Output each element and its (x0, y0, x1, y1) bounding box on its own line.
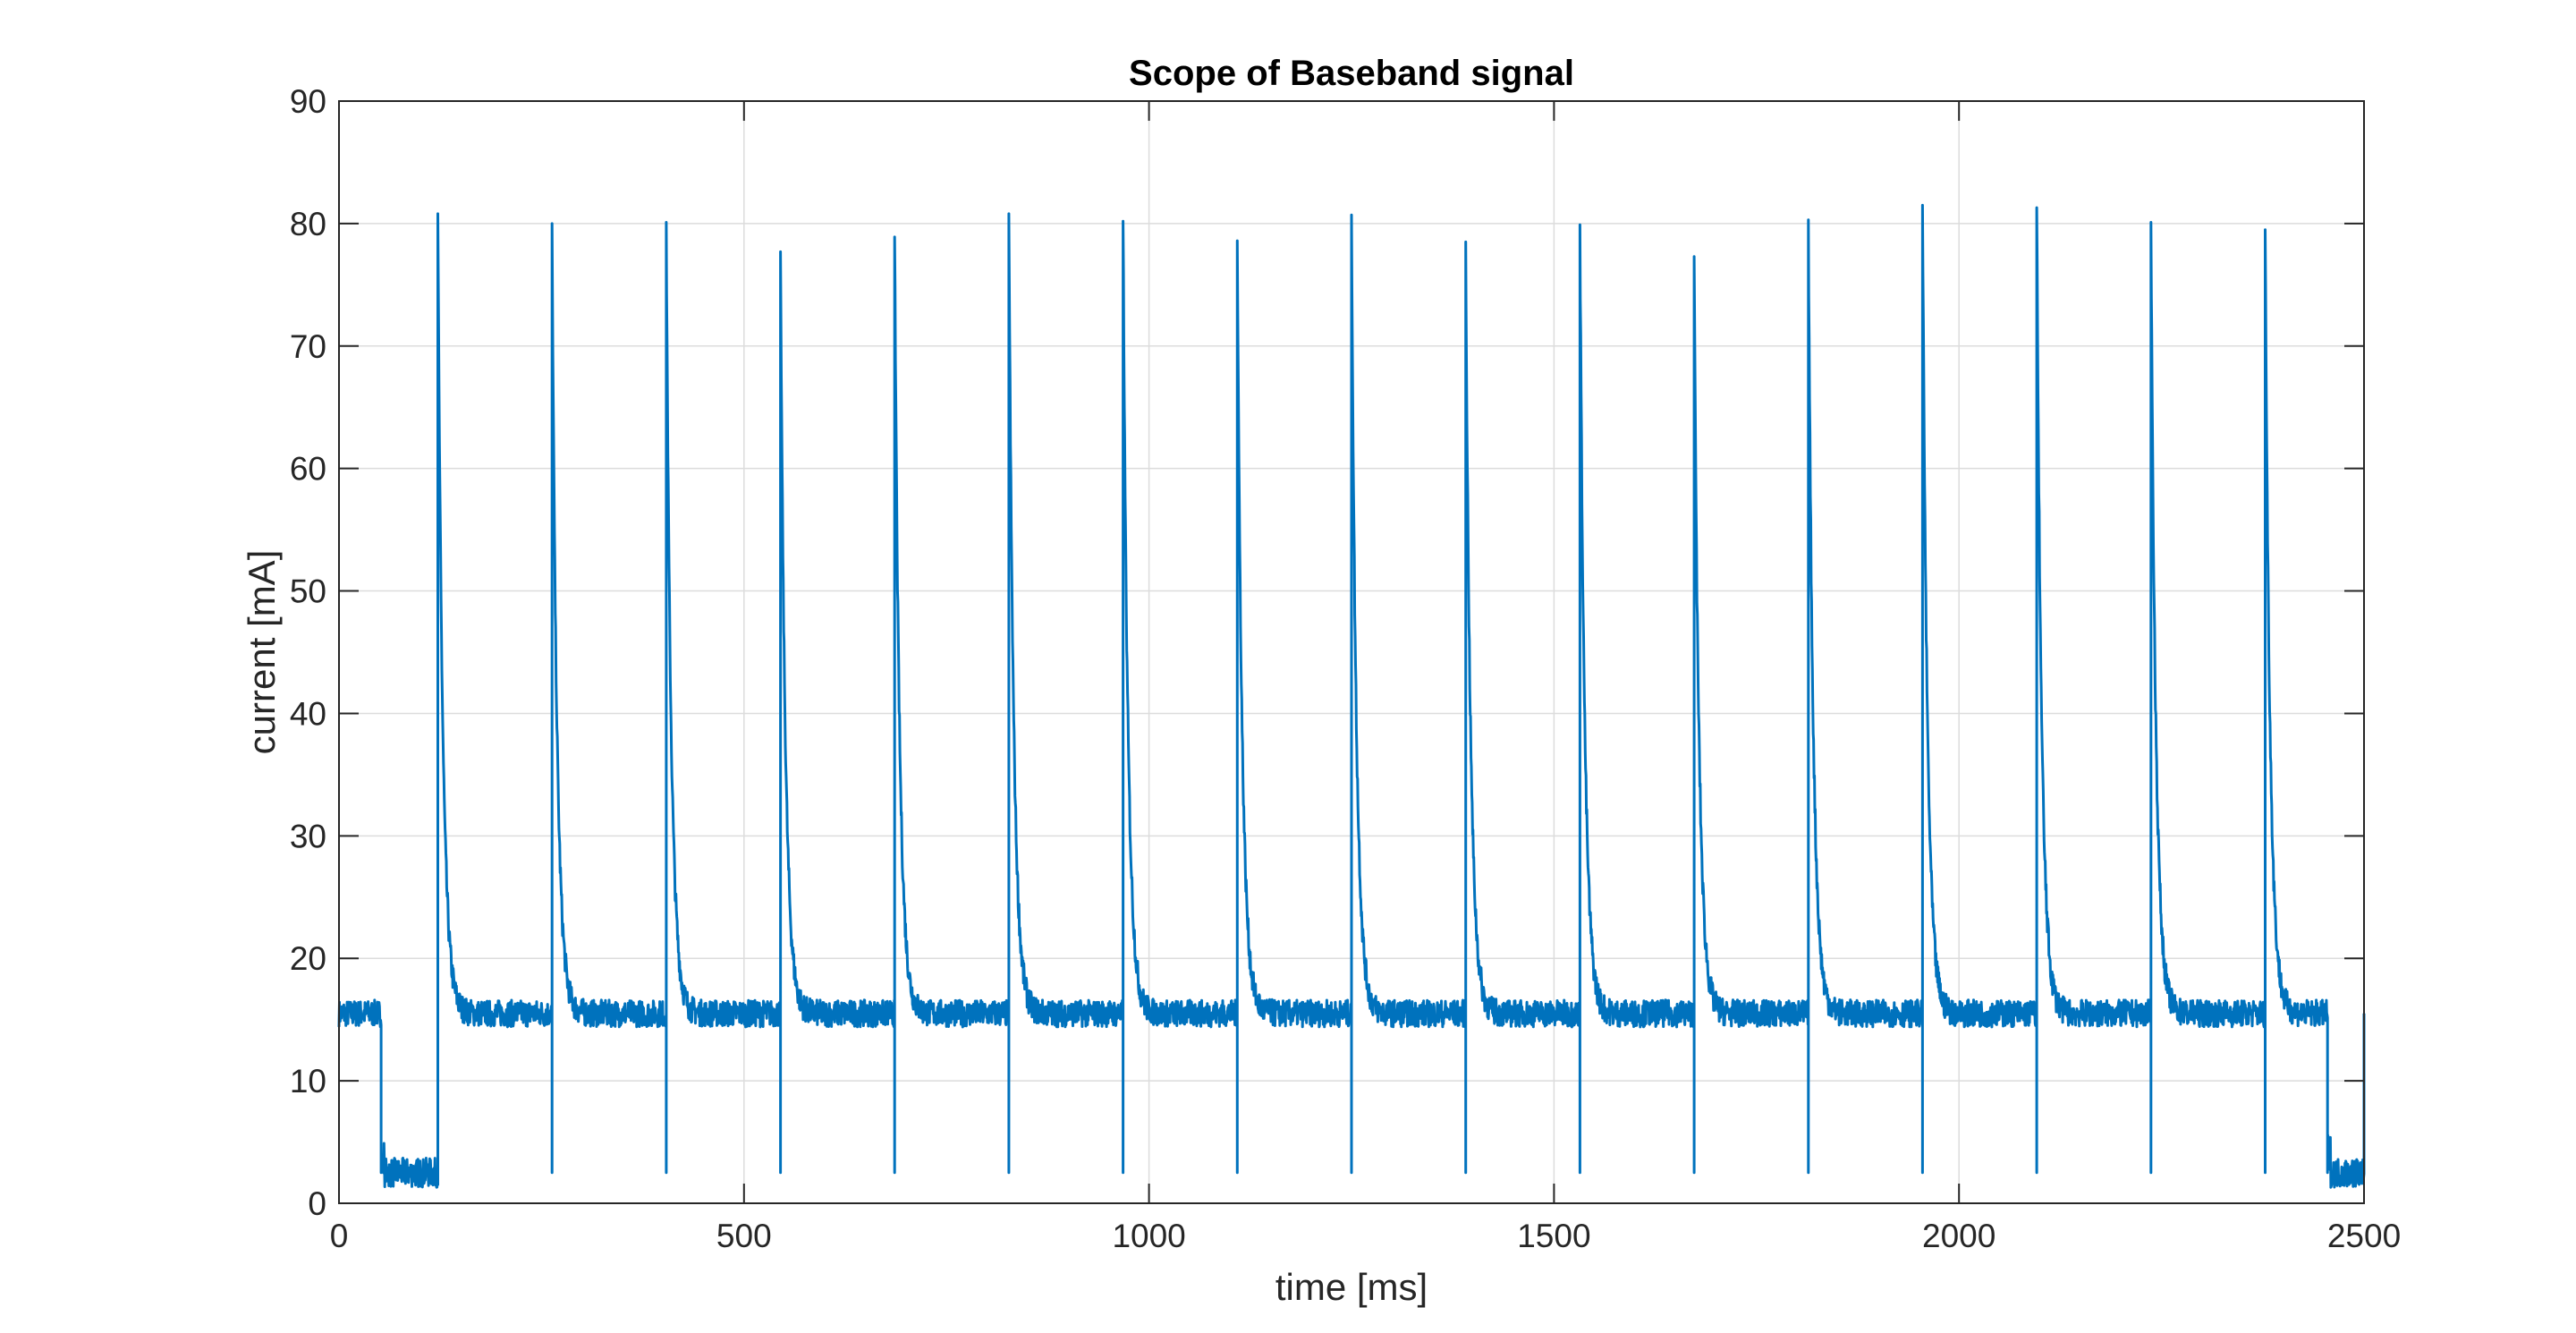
y-tick-label: 90 (290, 83, 326, 120)
x-tick-label: 2500 (2327, 1218, 2401, 1254)
y-tick-label: 60 (290, 451, 326, 488)
x-tick-label: 500 (716, 1218, 772, 1254)
y-tick-label: 40 (290, 695, 326, 732)
x-axis-label: time [ms] (1275, 1266, 1428, 1308)
y-tick-label: 10 (290, 1063, 326, 1100)
y-tick-label: 20 (290, 940, 326, 977)
x-tick-label: 1000 (1112, 1218, 1185, 1254)
y-tick-label: 0 (308, 1185, 326, 1222)
series-current (337, 203, 2366, 1189)
chart-title: Scope of Baseband signal (1129, 54, 1574, 93)
series-line (337, 203, 2366, 1189)
y-tick-label: 70 (290, 328, 326, 365)
plot-frame (338, 100, 2365, 1204)
x-tick-label: 2000 (1922, 1218, 1996, 1254)
tick-labels: 0 500 1000 1500 2000 2500 0 10 20 30 40 50 60 70 80 90 (290, 83, 2401, 1254)
y-tick-label: 50 (290, 573, 326, 610)
x-tick-label: 0 (330, 1218, 349, 1254)
x-tick-label: 1500 (1517, 1218, 1590, 1254)
y-tick-label: 80 (290, 206, 326, 242)
y-tick-label: 30 (290, 818, 326, 854)
y-axis-label: current [mA] (241, 550, 283, 755)
axis-ticks (338, 100, 2365, 1204)
